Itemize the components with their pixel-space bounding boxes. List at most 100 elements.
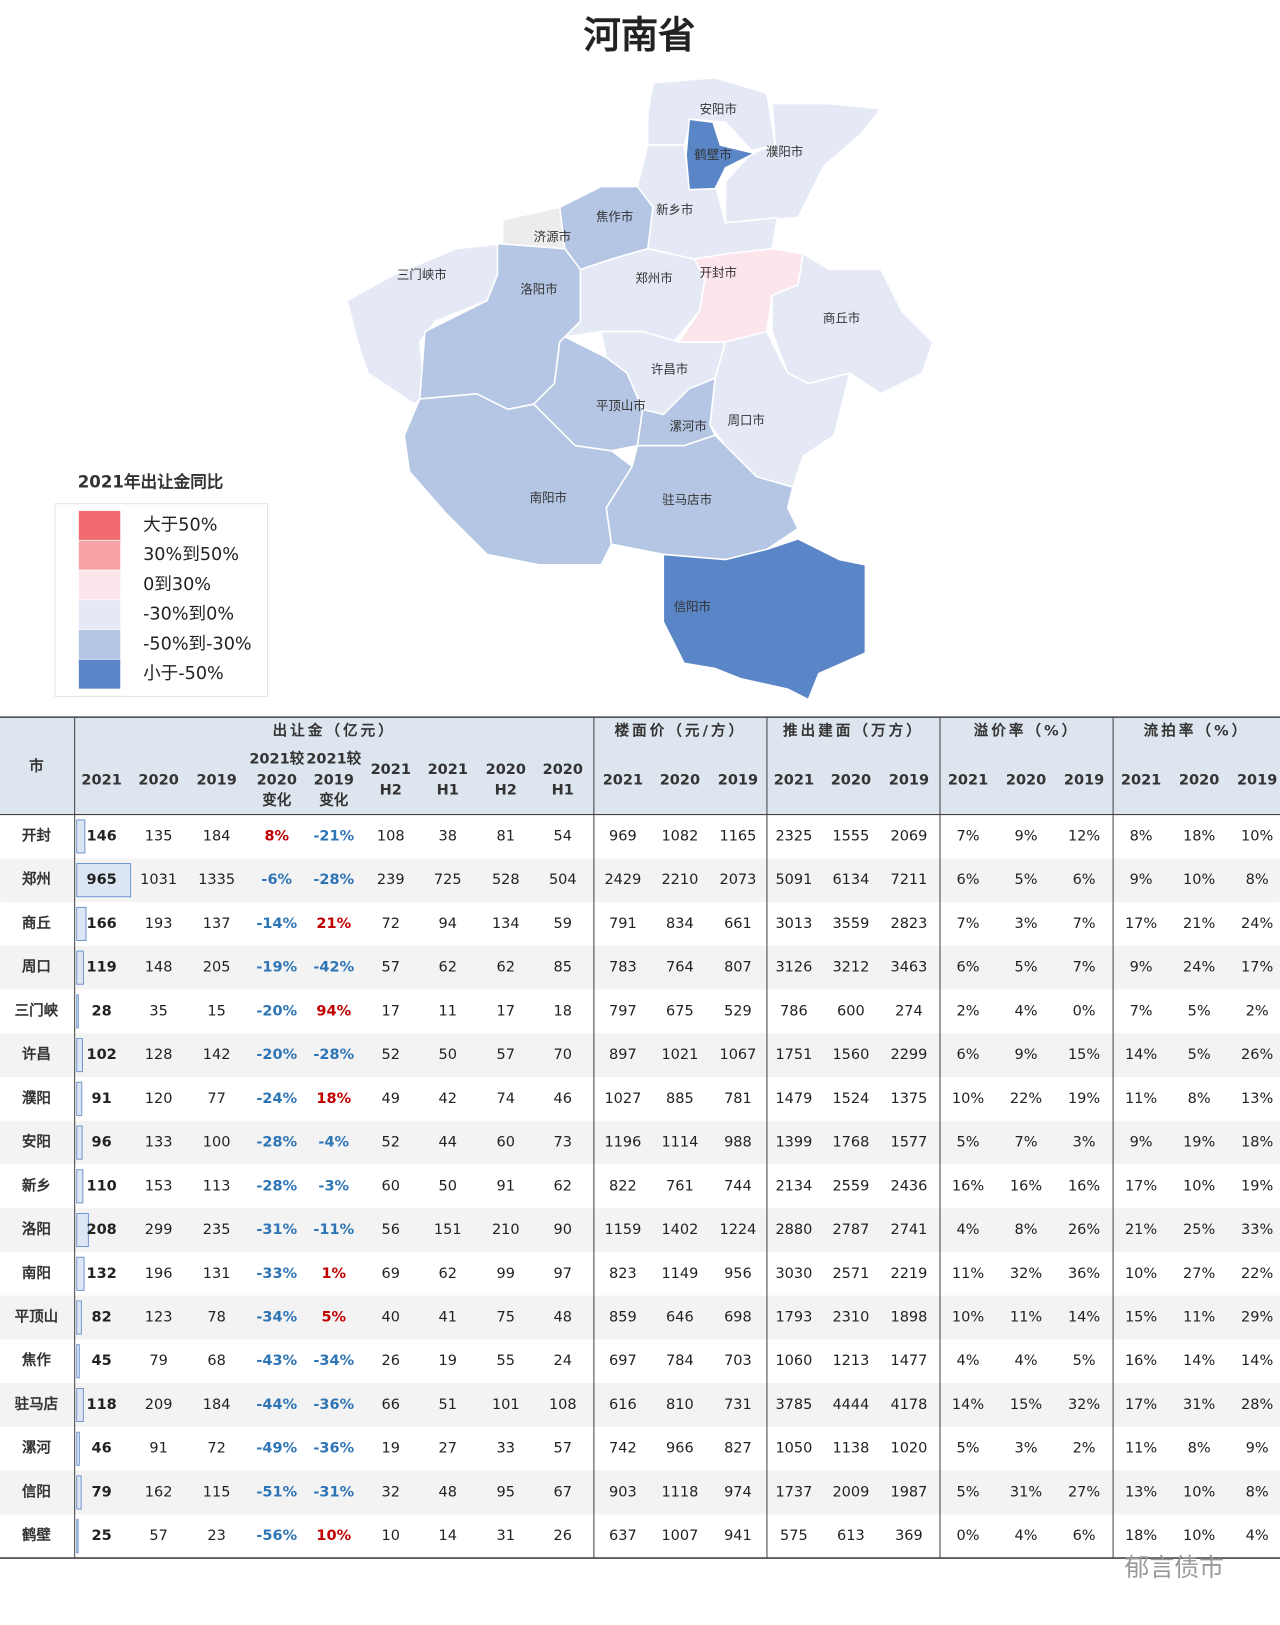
table-cell: 1477 xyxy=(890,1353,927,1369)
table-cell: 19% xyxy=(1068,1091,1100,1107)
table-cell: 781 xyxy=(724,1091,752,1107)
table-cell: 697 xyxy=(609,1353,637,1369)
table-cell: 5% xyxy=(1015,872,1038,888)
data-bar xyxy=(76,819,86,854)
table-cell: 12% xyxy=(1068,828,1100,844)
table-cell: 24% xyxy=(1241,916,1273,932)
table-cell: 8% xyxy=(1246,1484,1269,1500)
table-cell: 25 xyxy=(92,1528,112,1544)
table-cell: 8% xyxy=(1015,1222,1038,1238)
table-cell: 32% xyxy=(1010,1266,1042,1282)
table-cell: 731 xyxy=(724,1397,752,1413)
table-cell: 7% xyxy=(1015,1135,1038,1151)
table-cell: 1007 xyxy=(661,1528,698,1544)
table-cell: 966 xyxy=(666,1441,694,1457)
data-bar xyxy=(76,1256,85,1291)
table-cell: 2436 xyxy=(890,1178,927,1194)
table-cell: 7% xyxy=(1073,916,1096,932)
table-cell: 956 xyxy=(724,1266,752,1282)
table-cell: 1027 xyxy=(604,1091,641,1107)
table-cell: 54 xyxy=(554,828,572,844)
table-cell: -31% xyxy=(256,1222,297,1238)
table-cell: 9% xyxy=(1015,828,1038,844)
table-cell: 9% xyxy=(1130,872,1153,888)
table-cell: 7% xyxy=(1073,960,1096,976)
table-cell: 32% xyxy=(1068,1397,1100,1413)
data-bar xyxy=(76,1519,79,1554)
table-cell: 3% xyxy=(1015,1441,1038,1457)
table-cell: 119 xyxy=(86,960,116,976)
table-cell: 22% xyxy=(1010,1091,1042,1107)
table-cell: 50 xyxy=(439,1047,457,1063)
map-region xyxy=(771,252,934,395)
table-cell: 193 xyxy=(145,916,173,932)
column-header: 2021 xyxy=(774,772,814,788)
table-cell: 15% xyxy=(1068,1047,1100,1063)
table-cell: 4444 xyxy=(832,1397,869,1413)
column-header: H2 xyxy=(380,783,402,799)
legend-label: 0到30% xyxy=(143,575,211,595)
column-header: 2021 xyxy=(948,772,988,788)
data-bar xyxy=(76,1431,80,1466)
table-cell: 209 xyxy=(145,1397,173,1413)
map-label: 驻马店市 xyxy=(662,492,712,507)
table-cell: 210 xyxy=(492,1222,520,1238)
table-cell: 369 xyxy=(895,1528,923,1544)
table-cell: 27 xyxy=(439,1441,457,1457)
data-bar xyxy=(76,1169,84,1204)
city-name: 南阳 xyxy=(22,1264,51,1282)
legend-label: 大于50% xyxy=(143,515,217,535)
table-cell: 3% xyxy=(1015,916,1038,932)
map-region xyxy=(724,102,883,224)
column-header: 2020 xyxy=(831,772,871,788)
table-cell: 123 xyxy=(145,1310,173,1326)
column-header: 2020 xyxy=(543,762,583,778)
table-cell: 1560 xyxy=(832,1047,869,1063)
table: 市 出让金（亿元） 楼面价（元/方） 推出建面（万方） 溢价率（%） 流拍率（%） 2021… xyxy=(0,716,1280,1559)
table-cell: 1335 xyxy=(198,872,235,888)
table-cell: 18% xyxy=(1241,1135,1273,1151)
table-cell: 8% xyxy=(1246,872,1269,888)
table-cell: 19% xyxy=(1241,1178,1273,1194)
table-cell: 90 xyxy=(554,1222,572,1238)
map-label: 周口市 xyxy=(728,412,765,427)
table-cell: 5% xyxy=(956,1135,979,1151)
table-cell: 21% xyxy=(1183,916,1215,932)
table-cell: 62 xyxy=(497,960,515,976)
column-header: 2020 xyxy=(1179,772,1219,788)
table-cell: 62 xyxy=(439,1266,457,1282)
table-cell: -3% xyxy=(318,1178,349,1194)
table-cell: 1067 xyxy=(719,1047,756,1063)
table-cell: 744 xyxy=(724,1178,752,1194)
table-cell: 91 xyxy=(92,1091,112,1107)
table-cell: 885 xyxy=(666,1091,694,1107)
header-bg xyxy=(0,717,1280,815)
table-cell: -20% xyxy=(256,1003,297,1019)
column-header: 2021 xyxy=(371,762,411,778)
table-cell: 528 xyxy=(492,872,520,888)
table-cell: 2% xyxy=(956,1003,979,1019)
table-cell: -34% xyxy=(313,1353,354,1369)
table-cell: -4% xyxy=(318,1135,349,1151)
city-name: 信阳 xyxy=(22,1482,51,1500)
table-cell: 96 xyxy=(92,1135,112,1151)
legend-label: -50%到-30% xyxy=(143,634,252,654)
table-cell: 9% xyxy=(1015,1047,1038,1063)
table-cell: 703 xyxy=(724,1353,752,1369)
table-cell: 10% xyxy=(952,1310,984,1326)
table-cell: 0% xyxy=(1073,1003,1096,1019)
table-cell: 823 xyxy=(609,1266,637,1282)
table-cell: 834 xyxy=(666,916,694,932)
table-cell: 784 xyxy=(666,1353,694,1369)
table-cell: 827 xyxy=(724,1441,752,1457)
legend-label: 30%到50% xyxy=(143,545,239,565)
table-cell: 26% xyxy=(1241,1047,1273,1063)
table-cell: 9% xyxy=(1130,1135,1153,1151)
map-label: 新乡市 xyxy=(656,202,693,217)
map-label: 商丘市 xyxy=(823,311,860,326)
table-cell: 1751 xyxy=(775,1047,812,1063)
table-cell: 5% xyxy=(1073,1353,1096,1369)
table-cell: -31% xyxy=(313,1484,354,1500)
map-label: 洛阳市 xyxy=(520,282,557,297)
